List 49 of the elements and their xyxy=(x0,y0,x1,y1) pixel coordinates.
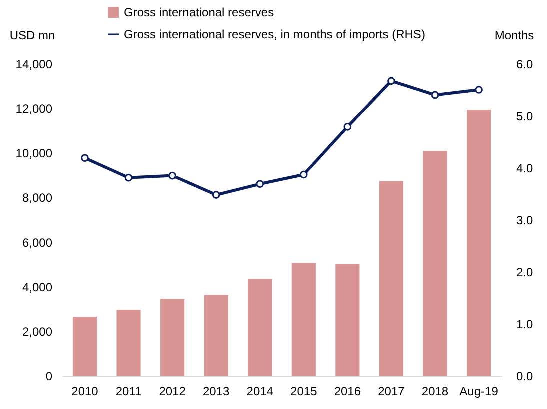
bar xyxy=(160,299,185,376)
bar xyxy=(379,181,404,376)
x-tick-label: 2015 xyxy=(290,384,318,398)
x-tick-label: 2018 xyxy=(422,384,449,398)
point xyxy=(212,191,220,199)
y2-tick-label: 1.0 xyxy=(516,318,534,332)
y-tick-label: 14,000 xyxy=(16,58,53,72)
y2-tick-label: 5.0 xyxy=(516,110,534,124)
y-tick-label: 4,000 xyxy=(22,280,53,294)
bar xyxy=(116,310,141,376)
y2-tick-label: 0.0 xyxy=(516,370,534,384)
bar xyxy=(466,110,492,376)
bar xyxy=(292,263,316,376)
bar xyxy=(72,316,98,376)
y-tick-label: 10,000 xyxy=(16,146,53,161)
legend-label: Gross international reserves xyxy=(124,6,274,20)
y2-axis-title: Months xyxy=(494,28,534,42)
y2-tick-label: 3.0 xyxy=(516,214,534,228)
y-tick-label: 2,000 xyxy=(22,324,53,339)
point xyxy=(256,180,264,188)
legend-label: Gross international reserves, in months of imports (RHS) xyxy=(124,28,426,42)
y-tick-label: 6,000 xyxy=(22,236,53,250)
bar xyxy=(248,279,272,376)
y-tick-label: 8,000 xyxy=(22,191,53,206)
point xyxy=(124,174,133,182)
x-tick-label: 2013 xyxy=(202,384,230,398)
x-tick-label: 2011 xyxy=(116,384,142,398)
point xyxy=(300,170,308,179)
y2-tick-label: 2.0 xyxy=(516,266,534,280)
point xyxy=(431,91,440,100)
y-tick-label: 12,000 xyxy=(16,102,53,116)
point xyxy=(388,77,396,86)
bar xyxy=(336,264,360,376)
y-tick-label: 0 xyxy=(46,370,53,384)
y2-tick-label: 6.0 xyxy=(516,58,534,72)
point xyxy=(81,154,89,162)
x-tick-label: 2017 xyxy=(378,384,406,398)
x-tick-label: 2012 xyxy=(159,384,186,398)
point xyxy=(475,86,483,94)
x-tick-label: 2016 xyxy=(334,384,362,398)
y-axis-title: USD mn xyxy=(10,28,56,42)
bar xyxy=(423,151,448,376)
x-tick-label: 2010 xyxy=(72,384,99,398)
x-tick-label: 2014 xyxy=(246,384,274,398)
y2-tick-label: 4.0 xyxy=(516,162,534,176)
bar xyxy=(204,295,228,376)
point xyxy=(344,123,352,131)
x-tick-label: Aug-19 xyxy=(460,384,499,398)
point xyxy=(168,172,176,180)
